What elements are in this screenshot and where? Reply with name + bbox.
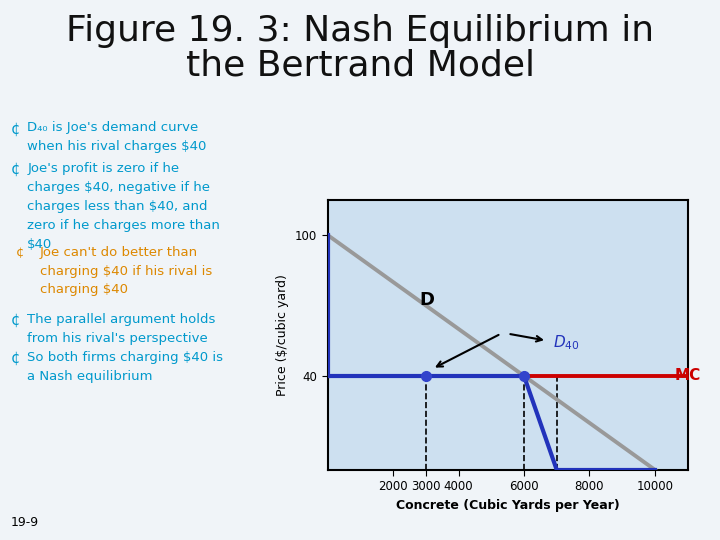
- Text: Joe can't do better than: Joe can't do better than: [40, 246, 198, 259]
- Text: a Nash equilibrium: a Nash equilibrium: [27, 370, 153, 383]
- Text: $D_{40}$: $D_{40}$: [554, 334, 580, 353]
- Text: when his rival charges $40: when his rival charges $40: [27, 140, 207, 153]
- Text: 19-9: 19-9: [11, 516, 39, 530]
- Text: MC: MC: [675, 368, 701, 383]
- X-axis label: Concrete (Cubic Yards per Year): Concrete (Cubic Yards per Year): [396, 499, 619, 512]
- Text: charges less than $40, and: charges less than $40, and: [27, 200, 208, 213]
- Text: $40: $40: [27, 238, 53, 251]
- Text: D₄₀ is Joe's demand curve: D₄₀ is Joe's demand curve: [27, 122, 199, 134]
- Text: the Bertrand Model: the Bertrand Model: [186, 49, 534, 83]
- Text: Figure 19. 3: Nash Equilibrium in: Figure 19. 3: Nash Equilibrium in: [66, 14, 654, 48]
- Text: D: D: [419, 292, 434, 309]
- Text: The parallel argument holds: The parallel argument holds: [27, 313, 216, 326]
- Text: ¢: ¢: [11, 313, 20, 328]
- Text: from his rival's perspective: from his rival's perspective: [27, 332, 208, 345]
- Text: zero if he charges more than: zero if he charges more than: [27, 219, 220, 232]
- Text: Joe's profit is zero if he: Joe's profit is zero if he: [27, 162, 179, 175]
- Text: charging $40: charging $40: [40, 284, 127, 296]
- Text: ¢: ¢: [11, 122, 20, 137]
- Text: So both firms charging $40 is: So both firms charging $40 is: [27, 351, 223, 364]
- Text: ¢: ¢: [11, 162, 20, 177]
- Text: charging $40 if his rival is: charging $40 if his rival is: [40, 265, 212, 278]
- Text: charges $40, negative if he: charges $40, negative if he: [27, 181, 210, 194]
- Text: ¢: ¢: [11, 351, 20, 366]
- Text: ¢: ¢: [16, 246, 24, 259]
- Y-axis label: Price ($/cubic yard): Price ($/cubic yard): [276, 274, 289, 396]
